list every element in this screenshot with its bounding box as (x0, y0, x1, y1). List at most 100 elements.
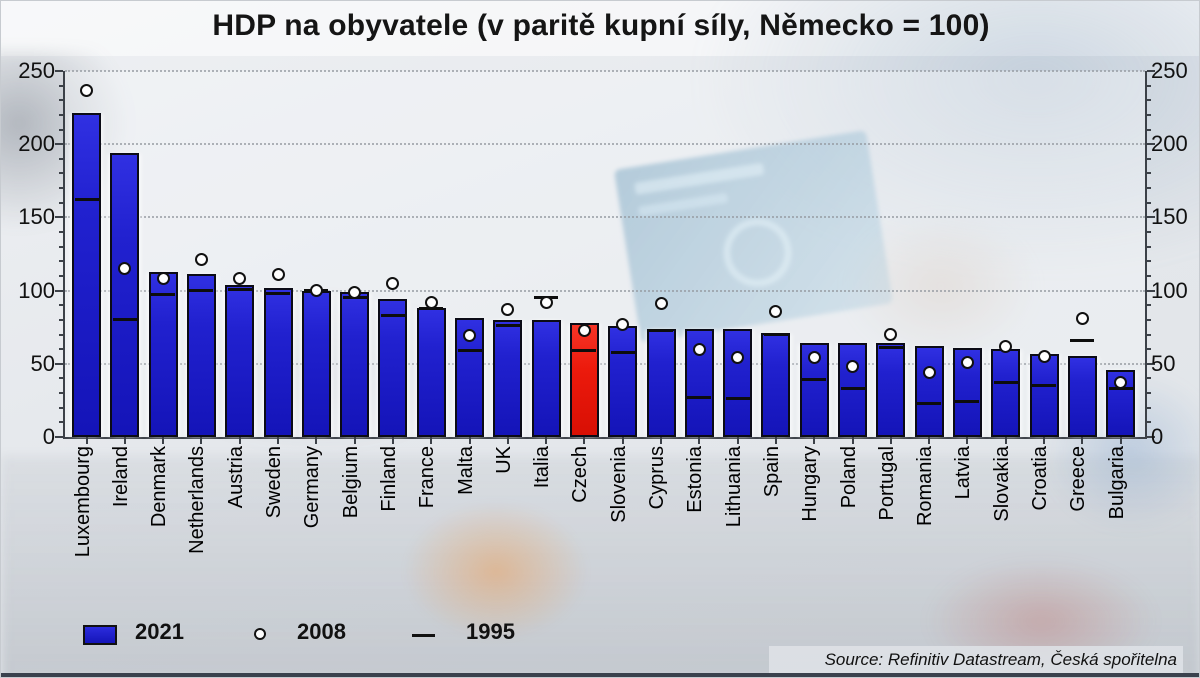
dash-1995-portugal (878, 346, 903, 350)
bar-2021-lithuania (723, 329, 753, 437)
dash-1995-czech (572, 349, 597, 353)
y-tick-left-190 (59, 157, 63, 160)
y-tick-right-10 (1147, 421, 1151, 424)
dash-1995-croatia (1032, 384, 1056, 388)
x-tick-malta (468, 437, 471, 444)
y-tick-right-140 (1147, 231, 1151, 234)
dash-1995-luxembourg (74, 198, 99, 202)
x-tick-netherlands (200, 437, 203, 444)
bar-2021-croatia (1029, 354, 1059, 437)
marker-2008-estonia (692, 342, 706, 356)
y-label-left-250: 250 (18, 58, 55, 83)
y-label-right-250: 250 (1151, 58, 1188, 83)
y-tick-left-80 (59, 318, 63, 321)
x-tick-greece (1081, 437, 1084, 444)
y-label-left-150: 150 (18, 204, 55, 230)
x-label-italia: Italia (531, 446, 554, 489)
bar-2021-portugal (876, 343, 906, 437)
dash-1995-slovenia (610, 350, 635, 354)
y-tick-right-120 (1147, 260, 1151, 263)
x-label-ireland: Ireland (109, 446, 132, 508)
y-label-left-50: 50 (30, 350, 55, 376)
y-tick-left-150 (55, 216, 63, 219)
dash-1995-latvia (955, 400, 980, 404)
x-label-belgium: Belgium (339, 446, 362, 519)
marker-2008-hungary (807, 351, 821, 365)
y-tick-left-0 (55, 436, 63, 438)
y-tick-left-140 (59, 231, 63, 234)
marker-2008-poland (846, 360, 859, 374)
x-label-portugal: Portugal (875, 446, 898, 521)
bar-2021-cyprus (646, 329, 676, 437)
dash-1995-denmark (151, 293, 176, 297)
x-tick-romania (928, 437, 931, 444)
marker-2008-sweden (271, 267, 285, 281)
x-label-denmark: Denmark (148, 446, 171, 528)
marker-2008-portugal (884, 328, 898, 342)
marker-2008-malta (463, 329, 476, 343)
x-label-finland: Finland (377, 446, 400, 512)
dash-1995-austria (227, 287, 252, 291)
y-tick-left-100 (55, 289, 63, 292)
dash-1995-slovakia (993, 381, 1018, 385)
y-tick-left-120 (59, 260, 63, 263)
x-label-hungary: Hungary (799, 446, 822, 522)
bar-2021-uk (493, 320, 523, 437)
marker-2008-ireland (118, 262, 132, 276)
y-label-right-200: 200 (1151, 131, 1188, 157)
dash-1995-romania (917, 401, 942, 405)
marker-2008-italia (539, 295, 553, 309)
dash-1995-greece (1070, 338, 1095, 342)
bar-2021-malta (455, 318, 484, 437)
dash-1995-finland (380, 313, 405, 317)
x-tick-slovakia (1004, 437, 1007, 444)
y-tick-right-60 (1147, 348, 1151, 351)
bar-2021-france (416, 308, 446, 437)
y-tick-right-50 (1147, 362, 1155, 365)
y-tick-left-50 (55, 362, 63, 365)
y-tick-right-190 (1147, 157, 1151, 160)
legend-label-2021: 2021 (135, 619, 184, 644)
dash-1995-spain (763, 333, 788, 337)
y-tick-left-180 (59, 172, 63, 175)
x-tick-slovenia (621, 437, 624, 444)
marker-2008-lithuania (731, 351, 745, 365)
y-tick-left-240 (59, 84, 63, 87)
x-tick-cyprus (660, 437, 662, 444)
y-tick-left-130 (59, 245, 63, 248)
y-tick-left-20 (59, 406, 63, 409)
dash-1995-ireland (112, 318, 137, 322)
marker-2008-netherlands (194, 253, 208, 267)
bar-2021-austria (225, 285, 255, 437)
gridline-100 (65, 289, 1145, 292)
y-label-left-200: 200 (18, 131, 55, 157)
bar-2021-slovakia (991, 349, 1021, 437)
y-tick-right-110 (1147, 274, 1151, 277)
y-tick-right-180 (1147, 172, 1151, 175)
marker-2008-germany (309, 284, 323, 298)
dash-1995-netherlands (189, 289, 214, 293)
marker-2008-finland (386, 276, 400, 290)
y-tick-right-230 (1147, 99, 1151, 102)
dash-1995-malta (457, 349, 482, 353)
y-label-right-100: 100 (1151, 277, 1188, 303)
bar-2021-sweden (263, 288, 293, 437)
marker-2008-belgium (348, 285, 362, 299)
x-tick-germany (315, 437, 318, 444)
x-label-greece: Greece (1067, 446, 1090, 512)
x-label-poland: Poland (837, 446, 860, 509)
bar-2021-germany (301, 291, 331, 437)
bar-2021-denmark (148, 272, 178, 437)
x-tick-uk (506, 437, 509, 444)
y-axis-right: 0 50 100 150 200 250 (1151, 58, 1199, 449)
x-label-bulgaria: Bulgaria (1105, 446, 1128, 520)
y-tick-right-20 (1147, 406, 1151, 409)
legend-label-2008: 2008 (297, 619, 346, 644)
y-tick-left-70 (59, 333, 63, 336)
x-tick-portugal (889, 437, 892, 444)
legend-swatch-2021-icon (83, 625, 117, 645)
y-tick-right-40 (1147, 377, 1151, 380)
x-label-slovakia: Slovakia (990, 446, 1013, 522)
x-tick-finland (391, 437, 394, 444)
y-tick-left-230 (59, 99, 63, 102)
